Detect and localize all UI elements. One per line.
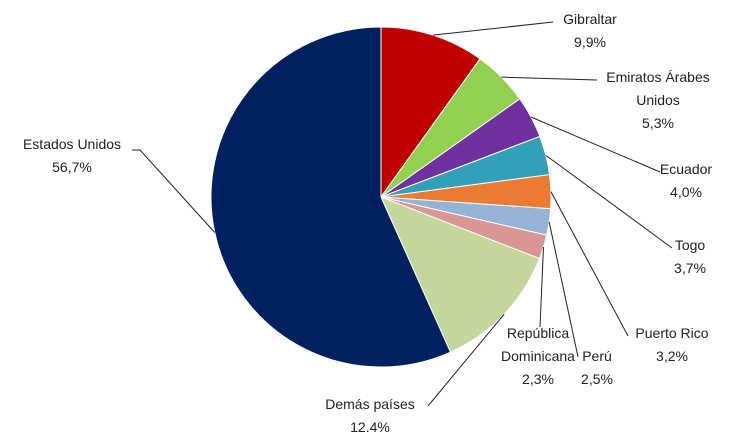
category-label: Gibraltar [563,11,617,27]
data-label: Demás países 12.4% [315,393,425,439]
leader-line [539,246,544,328]
pie-slice [380,26,481,199]
value-label: 5,3% [642,115,674,131]
value-label: 3,2% [656,348,688,364]
pie-slice [210,26,452,368]
category-label: Demás países [325,396,415,412]
category-label: Perú [582,348,612,364]
category-label: República Dominicana [501,325,575,364]
data-label: Ecuador 4,0% [651,158,721,204]
data-label: Estados Unidos 56,7% [7,133,137,179]
value-label: 9,9% [574,34,606,50]
value-label: 12.4% [350,419,390,435]
category-label: Puerto Rico [635,325,709,341]
pie-slice [380,196,541,353]
leader-line [132,149,216,233]
value-label: 2,5% [581,371,613,387]
data-label: Perú 2,5% [577,345,617,391]
leader-line [550,191,629,337]
category-label: Togo [674,237,706,253]
data-label: Gibraltar 9,9% [545,8,635,54]
value-label: 56,7% [52,159,92,175]
value-label: 2,3% [522,371,554,387]
leader-line [501,76,598,81]
value-label: 4,0% [670,184,702,200]
leader-line [548,221,579,358]
leader-line [432,21,554,36]
leader-line [427,313,505,407]
value-label: 3,7% [674,260,706,276]
data-label: Emiratos Árabes Unidos 5,3% [593,66,723,135]
data-label: República Dominicana 2,3% [493,322,583,391]
category-label: Emiratos Árabes Unidos [606,69,710,108]
data-label: Togo 3,7% [660,234,720,280]
leader-line [545,154,673,249]
data-label: Puerto Rico 3,2% [622,322,722,368]
category-label: Ecuador [659,161,713,177]
category-label: Estados Unidos [22,136,122,152]
leader-line [530,116,661,173]
